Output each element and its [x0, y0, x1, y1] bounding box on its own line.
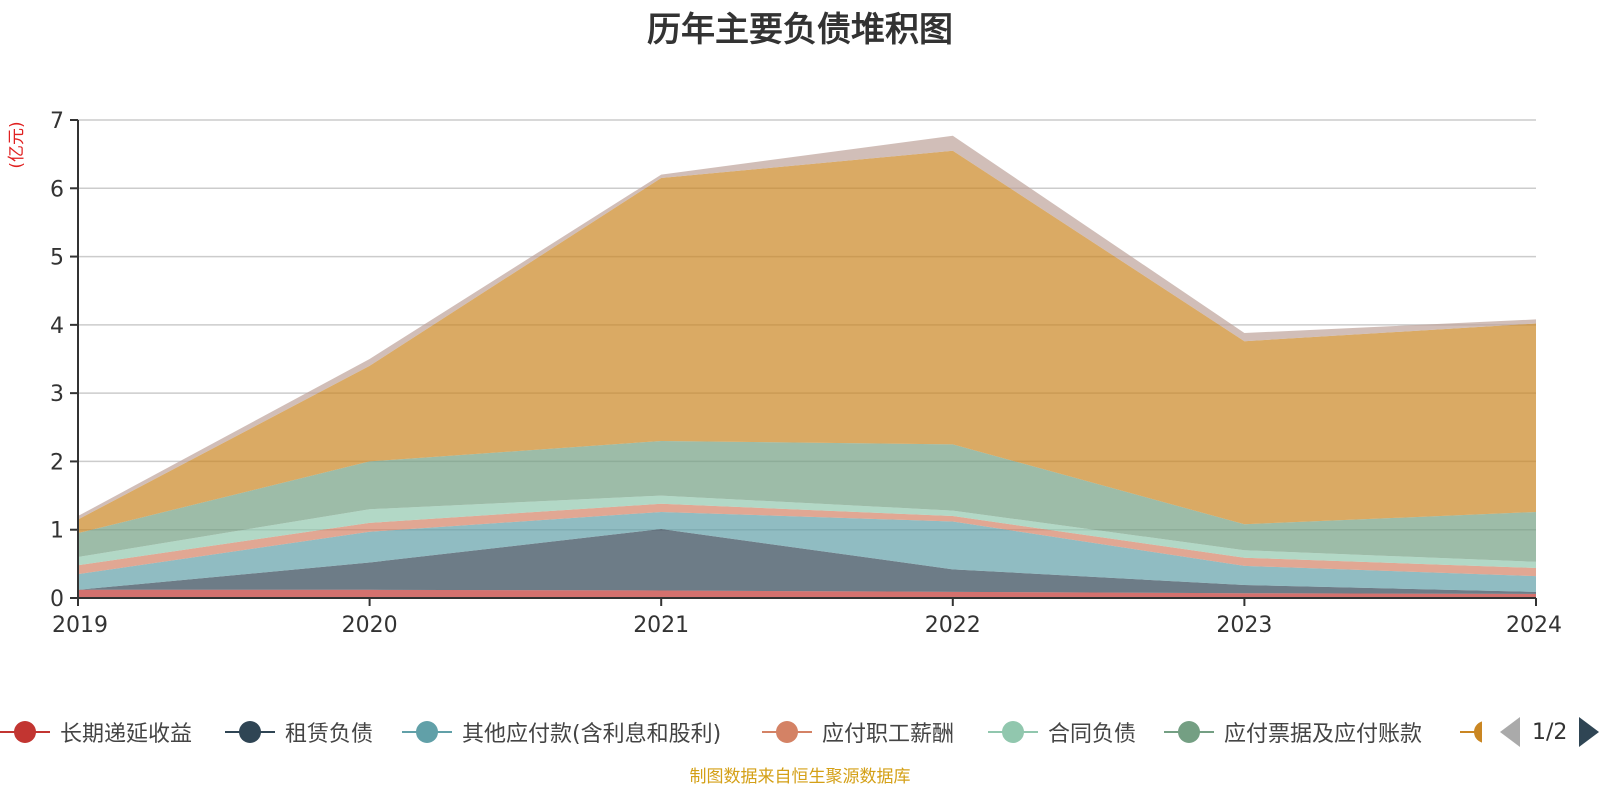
legend-label: 长期递延收益: [60, 722, 193, 747]
legend-next-page-button[interactable]: [1579, 717, 1600, 747]
legend-swatch-icon: [1164, 719, 1214, 745]
source-note: 制图数据来自恒生聚源数据库: [689, 767, 911, 787]
legend-label: 应付票据及应付账款: [1224, 722, 1423, 747]
area-series-2: [78, 511, 1536, 592]
legend-swatch-icon: [0, 719, 50, 745]
stacked-areas: [78, 135, 1536, 598]
y-tick-label: 1: [50, 519, 64, 544]
area-series-4: [78, 495, 1536, 568]
y-tick-label: 7: [50, 109, 64, 134]
legend-swatch-icon: [762, 719, 812, 745]
area-series-1: [78, 529, 1536, 594]
y-tick-label: 5: [50, 246, 64, 271]
legend: 长期递延收益 租赁负债 其他应付款(含利息和股利) 应付职工薪酬 合同负债 应付票据及应付…: [0, 712, 1600, 752]
area-series-6: [78, 150, 1536, 534]
y-tick-label: 4: [50, 314, 64, 339]
x-tick-label: 2024: [1506, 613, 1562, 638]
legend-item[interactable]: 合同负债: [988, 712, 1136, 752]
legend-swatch-icon: [988, 719, 1038, 745]
legend-swatch-icon: [402, 719, 452, 745]
legend-swatch-icon: [1460, 719, 1482, 745]
legend-item[interactable]: 其他应付款(含利息和股利): [402, 712, 721, 752]
axes: 0 1 2 3 4 5 6 7 2019 2020 2021 2022 2023 2024: [50, 109, 1562, 638]
legend-item[interactable]: 应付票据及应付账款: [1164, 712, 1422, 752]
y-axis-unit-label: (亿元): [7, 121, 27, 168]
y-tick-label: 2: [50, 450, 64, 475]
legend-item[interactable]: 应付职工薪酬: [762, 712, 954, 752]
area-series-0: [78, 589, 1536, 598]
legend-prev-page-button[interactable]: [1500, 717, 1520, 747]
legend-item[interactable]: 租赁负债: [225, 712, 373, 752]
y-tick-label: 3: [50, 382, 64, 407]
legend-label: 租赁负债: [285, 722, 374, 747]
x-tick-label: 2019: [52, 613, 108, 638]
legend-pager: 1/2: [1500, 712, 1600, 752]
legend-label: 应付职工薪酬: [822, 722, 955, 747]
y-tick-label: 6: [50, 177, 64, 202]
legend-item[interactable]: [1460, 712, 1482, 752]
legend-label: 合同负债: [1048, 722, 1137, 747]
legend-swatch-icon: [225, 719, 275, 745]
legend-label: 其他应付款(含利息和股利): [462, 722, 722, 747]
legend-item[interactable]: 长期递延收益: [0, 712, 192, 752]
x-tick-label: 2022: [925, 613, 981, 638]
y-tick-label: 0: [50, 587, 64, 612]
legend-page-indicator: 1/2: [1532, 719, 1568, 745]
x-tick-label: 2023: [1216, 613, 1272, 638]
chart-title: 历年主要负债堆积图: [647, 10, 953, 50]
x-tick-label: 2021: [633, 613, 689, 638]
area-series-5: [78, 440, 1536, 562]
x-tick-label: 2020: [342, 613, 398, 638]
area-series-3: [78, 503, 1536, 577]
